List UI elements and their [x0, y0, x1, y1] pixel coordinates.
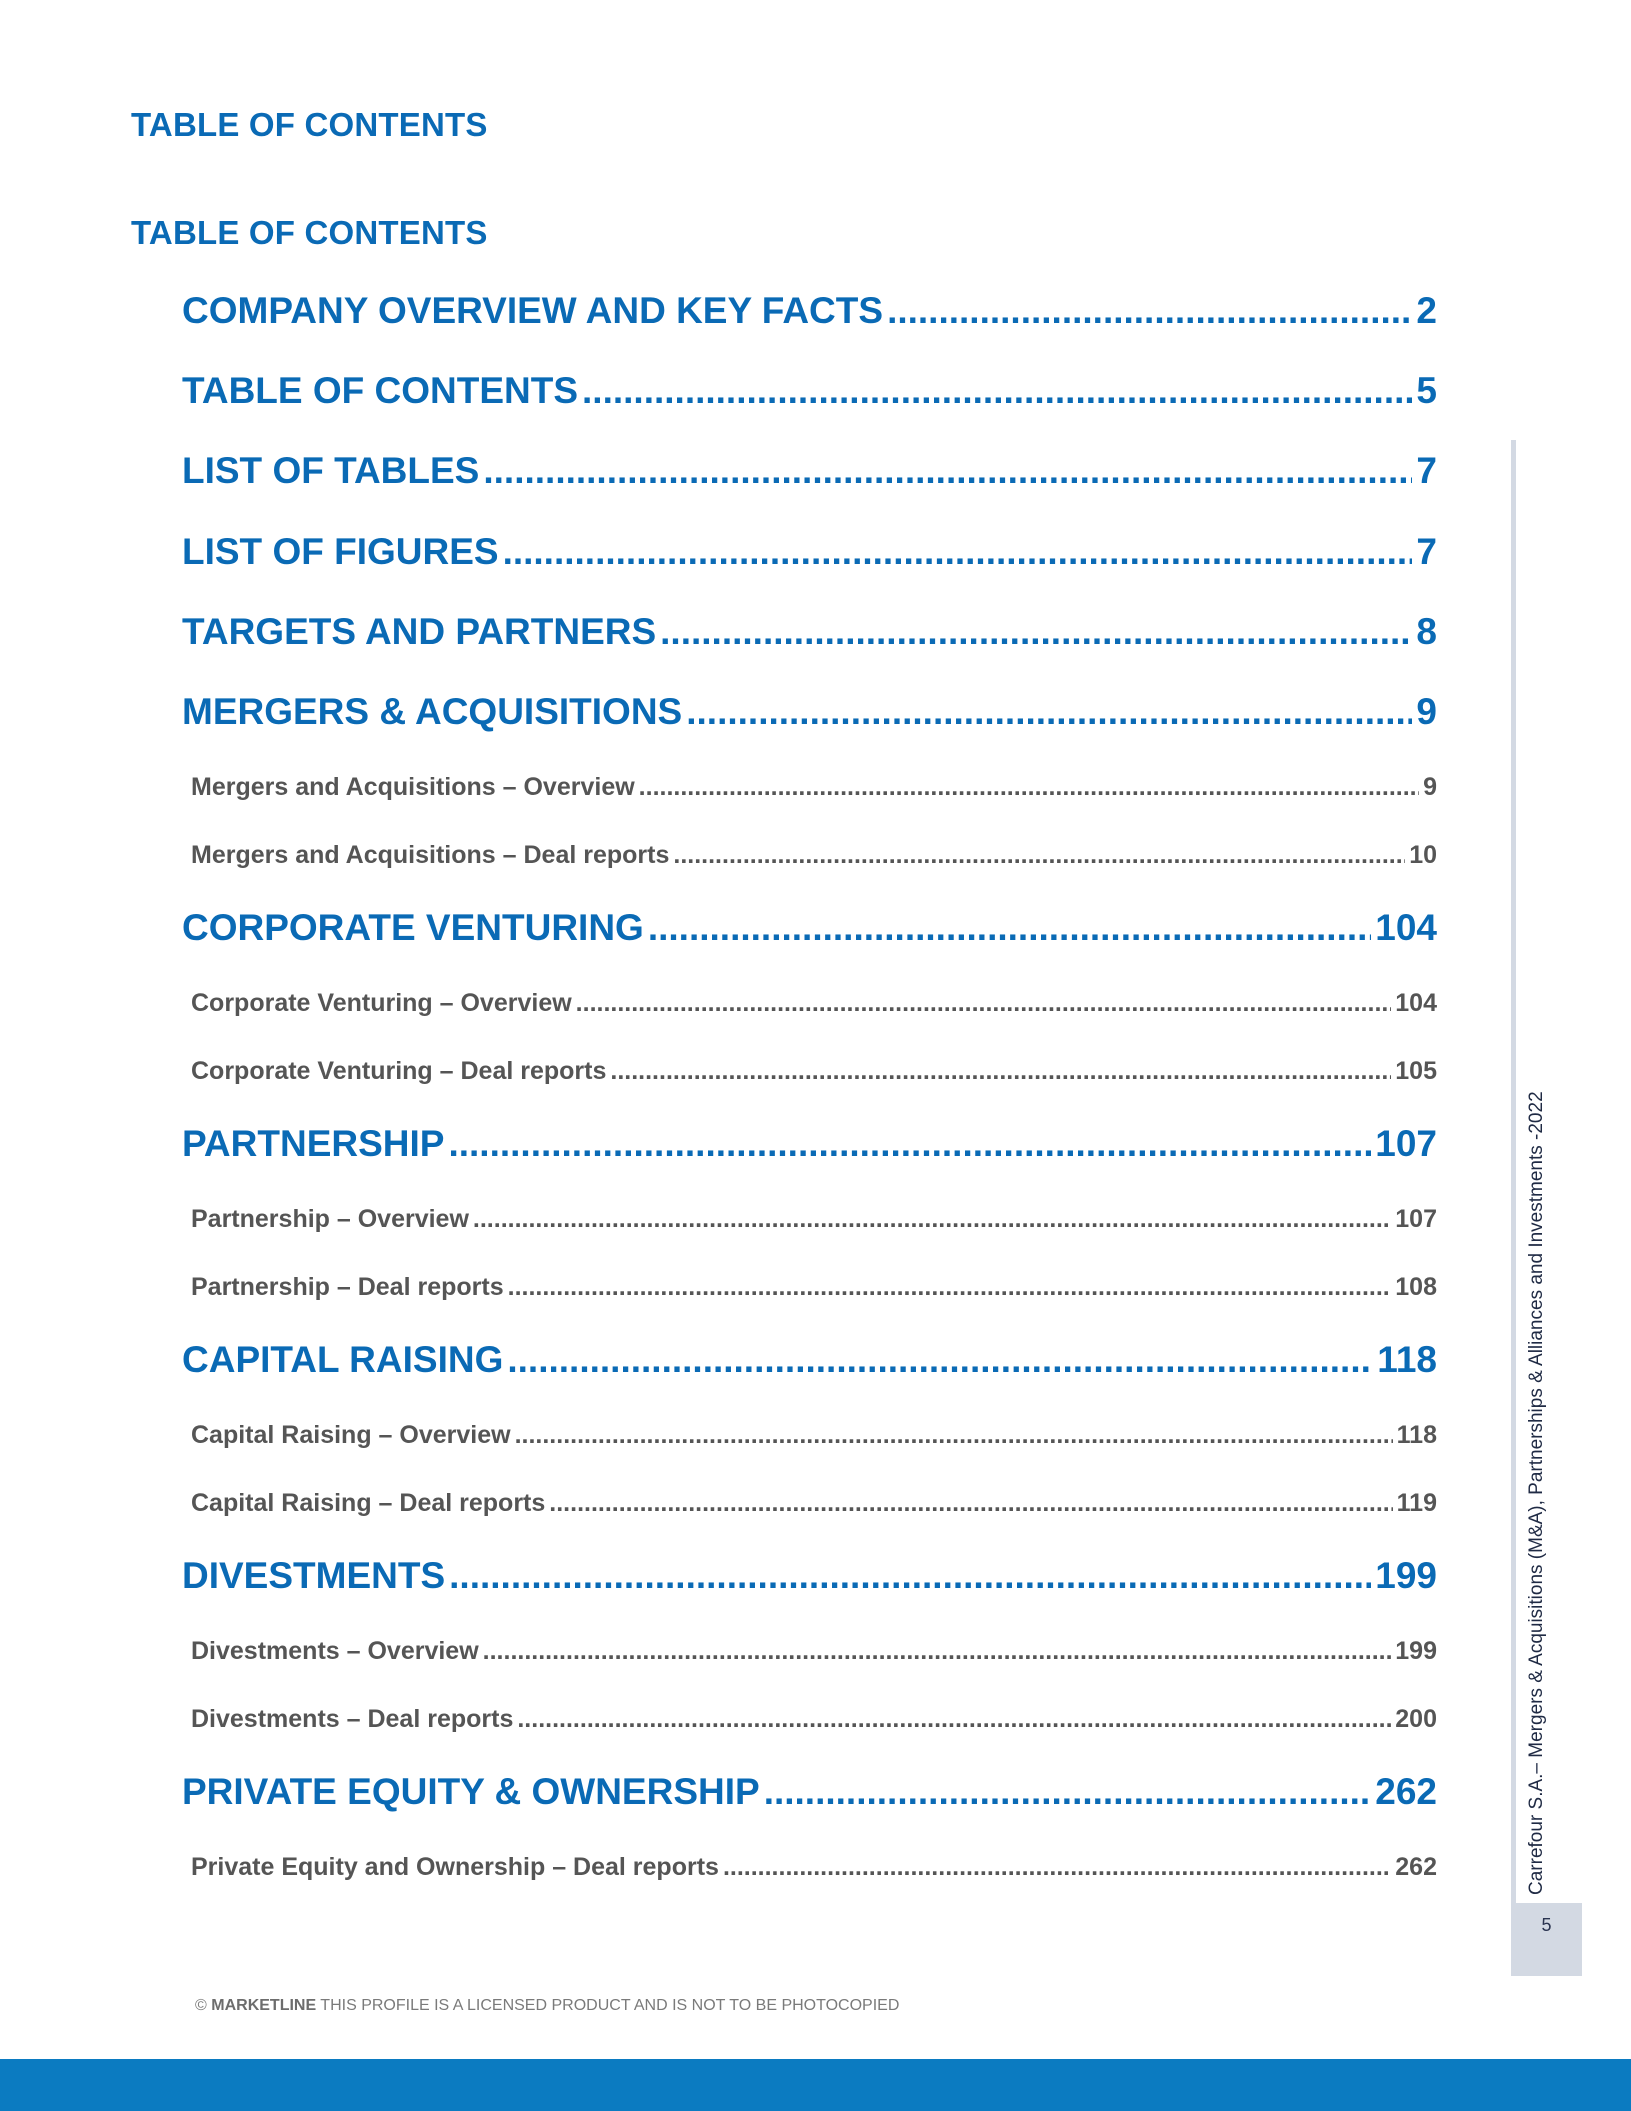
page-number-box: 5	[1511, 1903, 1582, 1976]
dot-leader	[483, 1637, 1392, 1666]
dot-leader	[673, 841, 1405, 870]
toc-entry-page: 199	[1395, 1637, 1437, 1665]
toc-entry-page: 119	[1396, 1489, 1437, 1517]
dot-leader	[648, 907, 1371, 949]
toc-entry-title: PRIVATE EQUITY & OWNERSHIP	[182, 1771, 760, 1812]
toc-entry-title: Partnership – Deal reports	[191, 1273, 504, 1301]
toc-entry-page: 118	[1377, 1339, 1437, 1380]
toc-entry-page: 118	[1396, 1421, 1437, 1449]
toc-entry-page: 104	[1395, 989, 1437, 1017]
toc-entry-list-of-tables[interactable]: LIST OF TABLES 7	[182, 450, 1437, 492]
page-number: 5	[1541, 1915, 1552, 1935]
toc-entry-corporate-venturing[interactable]: CORPORATE VENTURING 104	[182, 907, 1437, 949]
dot-leader	[515, 1421, 1393, 1450]
toc-entry-page: 8	[1416, 611, 1437, 652]
dot-leader	[582, 370, 1412, 412]
toc-entry-page: 104	[1375, 907, 1437, 948]
dot-leader	[639, 773, 1419, 802]
toc-entry-page: 262	[1375, 1771, 1437, 1812]
toc-entry-page: 9	[1423, 773, 1437, 801]
toc-entry-table-of-contents[interactable]: TABLE OF CONTENTS 5	[182, 370, 1437, 412]
dot-leader	[576, 989, 1392, 1018]
toc-entry-divestments[interactable]: DIVESTMENTS 199	[182, 1555, 1437, 1597]
toc-entry-title: Mergers and Acquisitions – Deal reports	[191, 841, 670, 869]
toc-entry-title: Private Equity and Ownership – Deal repo…	[191, 1853, 719, 1881]
toc-subentry-ma-deal-reports[interactable]: Mergers and Acquisitions – Deal reports 1…	[191, 841, 1437, 870]
toc-entry-page: 9	[1416, 691, 1437, 732]
toc-entry-page: 107	[1375, 1123, 1437, 1164]
toc-subentry-cr-overview[interactable]: Capital Raising – Overview 118	[191, 1421, 1437, 1450]
toc-subentry-partnership-overview[interactable]: Partnership – Overview 107	[191, 1205, 1437, 1234]
toc-entry-page: 2	[1416, 290, 1437, 331]
toc-entry-page: 107	[1395, 1205, 1437, 1233]
toc-entry-title: TARGETS AND PARTNERS	[182, 611, 657, 652]
page-heading: TABLE OF CONTENTS	[131, 106, 488, 143]
toc-subentry-cv-deal-reports[interactable]: Corporate Venturing – Deal reports 105	[191, 1057, 1437, 1086]
toc-entry-page: 7	[1416, 531, 1437, 572]
toc-entry-title: CORPORATE VENTURING	[182, 907, 644, 948]
toc-entry-title: PARTNERSHIP	[182, 1123, 445, 1164]
dot-leader	[503, 531, 1413, 573]
toc-subentry-cv-overview[interactable]: Corporate Venturing – Overview 104	[191, 989, 1437, 1018]
toc-entry-partnership[interactable]: PARTNERSHIP 107	[182, 1123, 1437, 1165]
toc-entry-page: 200	[1395, 1705, 1437, 1733]
toc-entry-page: 199	[1375, 1555, 1437, 1596]
dot-leader	[723, 1853, 1391, 1882]
toc-entry-title: LIST OF TABLES	[182, 450, 480, 491]
toc-entry-title: LIST OF FIGURES	[182, 531, 499, 572]
dot-leader	[549, 1489, 1392, 1518]
toc-entry-mergers-acquisitions[interactable]: MERGERS & ACQUISITIONS 9	[182, 691, 1437, 733]
dot-leader	[764, 1771, 1372, 1813]
sidebar-rule	[1511, 440, 1516, 1976]
toc-entry-list-of-figures[interactable]: LIST OF FIGURES 7	[182, 531, 1437, 573]
toc-entry-page: 10	[1409, 841, 1437, 869]
dot-leader	[507, 1339, 1373, 1381]
toc-entry-title: CAPITAL RAISING	[182, 1339, 504, 1380]
toc-entry-title: MERGERS & ACQUISITIONS	[182, 691, 683, 732]
toc-entry-page: 7	[1416, 450, 1437, 491]
toc-entry-page: 262	[1395, 1853, 1437, 1881]
toc-entry-capital-raising[interactable]: CAPITAL RAISING 118	[182, 1339, 1437, 1381]
toc-subentry-cr-deal-reports[interactable]: Capital Raising – Deal reports 119	[191, 1489, 1437, 1518]
toc-entry-targets-and-partners[interactable]: TARGETS AND PARTNERS 8	[182, 611, 1437, 653]
toc-entry-title: Mergers and Acquisitions – Overview	[191, 773, 635, 801]
toc-subentry-div-overview[interactable]: Divestments – Overview 199	[191, 1637, 1437, 1666]
toc-entry-page: 5	[1416, 370, 1437, 411]
toc-subentry-pe-deal-reports[interactable]: Private Equity and Ownership – Deal repo…	[191, 1853, 1437, 1882]
toc-subentry-ma-overview[interactable]: Mergers and Acquisitions – Overview 9	[191, 773, 1437, 802]
toc-entry-company-overview[interactable]: COMPANY OVERVIEW AND KEY FACTS 2	[182, 290, 1437, 332]
toc-entry-page: 105	[1395, 1057, 1437, 1085]
toc-entry-title: Corporate Venturing – Overview	[191, 989, 572, 1017]
footer-bar	[0, 2059, 1631, 2111]
toc-entry-title: Capital Raising – Deal reports	[191, 1489, 546, 1517]
copyright-symbol: ©	[195, 1997, 207, 2014]
dot-leader	[449, 1555, 1371, 1597]
dot-leader	[610, 1057, 1391, 1086]
license-notice: THIS PROFILE IS A LICENSED PRODUCT AND I…	[320, 1997, 900, 2014]
toc-entry-title: Capital Raising – Overview	[191, 1421, 511, 1449]
toc-entry-page: 108	[1395, 1273, 1437, 1301]
dot-leader	[686, 691, 1412, 733]
dot-leader	[517, 1705, 1391, 1734]
dot-leader	[508, 1273, 1392, 1302]
dot-leader	[473, 1205, 1391, 1234]
toc-subentry-partnership-deal-reports[interactable]: Partnership – Deal reports 108	[191, 1273, 1437, 1302]
toc-entry-private-equity[interactable]: PRIVATE EQUITY & OWNERSHIP 262	[182, 1771, 1437, 1813]
dot-leader	[483, 450, 1412, 492]
copyright-notice: © MARKETLINE THIS PROFILE IS A LICENSED …	[195, 1997, 899, 2015]
dot-leader	[887, 290, 1412, 332]
running-title: Carrefour S.A.– Mergers & Acquisitions (…	[1526, 1091, 1547, 1895]
toc-heading: TABLE OF CONTENTS	[131, 214, 488, 251]
brand-name: MARKETLINE	[211, 1997, 317, 2014]
toc-entry-title: Divestments – Overview	[191, 1637, 479, 1665]
toc-entry-title: DIVESTMENTS	[182, 1555, 446, 1596]
toc-subentry-div-deal-reports[interactable]: Divestments – Deal reports 200	[191, 1705, 1437, 1734]
toc-entry-title: TABLE OF CONTENTS	[182, 370, 579, 411]
toc-entry-title: Divestments – Deal reports	[191, 1705, 514, 1733]
dot-leader	[448, 1123, 1371, 1165]
toc-entry-title: Corporate Venturing – Deal reports	[191, 1057, 607, 1085]
toc-entry-title: COMPANY OVERVIEW AND KEY FACTS	[182, 290, 884, 331]
toc-entry-title: Partnership – Overview	[191, 1205, 469, 1233]
dot-leader	[660, 611, 1412, 653]
